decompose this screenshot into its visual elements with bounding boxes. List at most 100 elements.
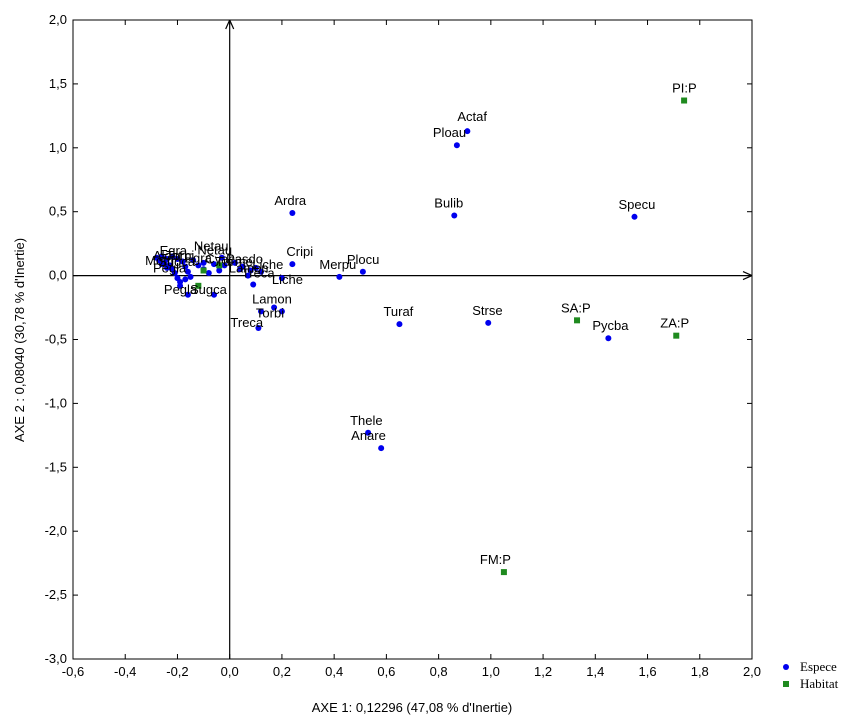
espece-point xyxy=(205,270,212,277)
espece-point xyxy=(464,128,471,135)
espece-point xyxy=(258,308,265,315)
espece-point xyxy=(158,253,165,260)
espece-point xyxy=(182,263,189,270)
espece-point xyxy=(200,259,207,266)
habitat-point xyxy=(195,282,202,289)
espece-point xyxy=(631,213,638,220)
y-axis-title: AXE 2 : 0,08040 (30,78 % d'Inertie) xyxy=(12,238,27,442)
espece-point xyxy=(177,282,184,289)
x-tick-label: 0,8 xyxy=(430,664,448,679)
x-tick-label: 1,6 xyxy=(638,664,656,679)
cluster-label: Egra xyxy=(184,250,212,265)
espece-point xyxy=(485,319,492,326)
y-tick-label: -1,5 xyxy=(45,459,67,474)
point-label: Torbi xyxy=(256,305,284,320)
cluster-label: Netau xyxy=(197,243,232,258)
y-tick-label: -0,5 xyxy=(45,332,67,347)
espece-point xyxy=(190,257,197,264)
habitat-point xyxy=(673,332,680,339)
espece-point xyxy=(271,304,278,311)
espece-point xyxy=(396,321,403,328)
point-label: Specu xyxy=(618,197,655,212)
x-tick-label: 1,4 xyxy=(586,664,604,679)
espece-point xyxy=(244,272,251,279)
espece-point xyxy=(258,268,265,275)
point-label: Merpu xyxy=(319,257,356,272)
y-tick-label: 2,0 xyxy=(49,12,67,27)
cluster-label: Pasdo xyxy=(226,252,263,267)
espece-point xyxy=(278,275,285,282)
espece-point xyxy=(289,209,296,216)
espece-point xyxy=(169,253,176,260)
espece-point xyxy=(255,324,262,331)
espece-point xyxy=(184,291,191,298)
point-label: Thele xyxy=(350,413,383,428)
point-label: Turaf xyxy=(383,304,413,319)
espece-point xyxy=(211,261,218,268)
x-tick-label: 0,2 xyxy=(273,664,291,679)
espece-point xyxy=(187,273,194,280)
point-label: Treca xyxy=(230,315,264,330)
y-tick-label: 0,0 xyxy=(49,268,67,283)
y-tick-label: -1,0 xyxy=(45,395,67,410)
point-label: Strse xyxy=(472,303,502,318)
point-label: Bulib xyxy=(434,196,463,211)
espece-point xyxy=(158,261,165,268)
point-label: FM:P xyxy=(480,552,511,567)
espece-point xyxy=(451,212,458,219)
legend: Espece Habitat xyxy=(783,659,839,691)
point-label: Pycba xyxy=(592,318,629,333)
point-label: Liche xyxy=(272,272,303,287)
point-label: Pegla xyxy=(164,282,198,297)
point-label: PI:P xyxy=(672,81,697,96)
espece-point xyxy=(179,258,186,265)
x-tick-label: 0,4 xyxy=(325,664,343,679)
espece-point xyxy=(231,259,238,266)
x-tick-label: 2,0 xyxy=(743,664,761,679)
espece-point xyxy=(164,255,171,262)
habitat-point xyxy=(574,317,581,324)
espece-point xyxy=(336,273,343,280)
point-label: Ploau xyxy=(433,125,466,140)
espece-point xyxy=(216,267,223,274)
y-tick-label: 1,5 xyxy=(49,76,67,91)
zero-axes xyxy=(73,19,753,659)
cluster-label: Cyaca xyxy=(205,252,243,267)
espece-point xyxy=(195,262,202,269)
point-label: Cripi xyxy=(286,244,313,259)
cluster-label: Treca xyxy=(242,266,276,281)
plot-frame xyxy=(72,19,753,660)
legend-marker-espece xyxy=(783,664,789,670)
axis-ticks: -0,6 -0,4 -0,2 0,0 0,2 0,4 0,6 0,8 1,0 1,2 1,4 1,6 1… xyxy=(45,12,761,679)
point-label: Sugca xyxy=(190,282,228,297)
espece-point xyxy=(289,261,296,268)
zero-axis-arrow-right xyxy=(742,271,753,281)
point-label: Ardra xyxy=(274,193,307,208)
x-tick-label: -0,2 xyxy=(166,664,188,679)
x-axis-title: AXE 1: 0,12296 (47,08 % d'Inertie) xyxy=(312,700,513,715)
espece-point xyxy=(250,281,257,288)
cluster-label: Alcat xyxy=(153,248,182,263)
point-label: Lamon xyxy=(252,292,292,307)
y-tick-label: -2,5 xyxy=(45,587,67,602)
point-label: Anare xyxy=(351,428,386,443)
cluster-label: Lamon xyxy=(229,261,269,276)
x-tick-label: 0,0 xyxy=(221,664,239,679)
espece-point xyxy=(221,262,228,269)
point-label: SA:P xyxy=(561,300,591,315)
cluster-label: Turme xyxy=(216,254,253,269)
espece-point xyxy=(184,268,191,275)
x-tick-label: 1,2 xyxy=(534,664,552,679)
espece-point xyxy=(453,142,460,149)
cluster-label: Liche xyxy=(252,257,283,272)
espece-point xyxy=(171,270,178,277)
legend-marker-habitat xyxy=(783,681,789,687)
espece-point xyxy=(247,267,254,274)
point-label: Plocu xyxy=(347,252,380,267)
x-tick-label: 1,0 xyxy=(482,664,500,679)
espece-point xyxy=(164,264,171,271)
x-tick-label: -0,6 xyxy=(62,664,84,679)
data-points xyxy=(153,97,688,576)
espece-point xyxy=(252,264,259,271)
